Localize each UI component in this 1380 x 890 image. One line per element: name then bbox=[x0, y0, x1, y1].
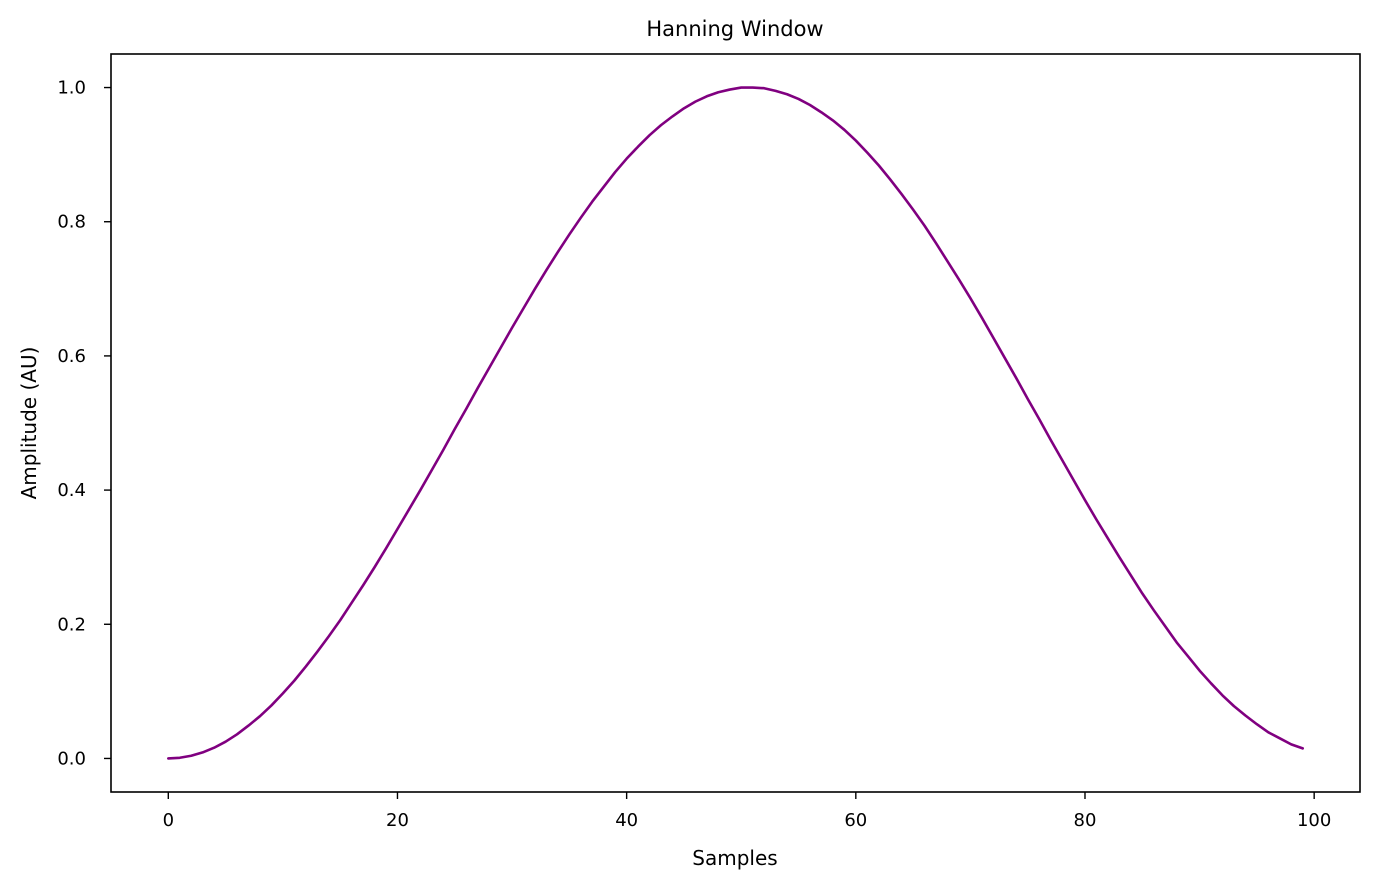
y-tick-label: 0.0 bbox=[57, 748, 86, 769]
axes-frame bbox=[110, 53, 1361, 793]
x-tick-label: 100 bbox=[1297, 810, 1331, 831]
y-tick-label: 0.4 bbox=[57, 480, 86, 501]
x-tick-label: 20 bbox=[386, 810, 409, 831]
plot-area bbox=[166, 86, 1305, 760]
y-tick-label: 0.6 bbox=[57, 346, 86, 367]
chart-title: Hanning Window bbox=[646, 17, 823, 41]
series-line-0 bbox=[166, 86, 1305, 760]
y-tick-label: 1.0 bbox=[57, 78, 86, 99]
x-axis-label: Samples bbox=[692, 846, 777, 870]
ticks: 0 20 40 60 80 100 0.0 0.2 0.4 0.6 0.8 1.0 bbox=[57, 78, 1331, 831]
y-tick-label: 0.2 bbox=[57, 614, 86, 635]
x-tick-label: 0 bbox=[163, 810, 174, 831]
y-axis-label: Amplitude (AU) bbox=[17, 347, 41, 500]
x-tick-label: 60 bbox=[844, 810, 867, 831]
x-tick-label: 80 bbox=[1074, 810, 1097, 831]
y-tick-label: 0.8 bbox=[57, 212, 86, 233]
x-tick-label: 40 bbox=[615, 810, 638, 831]
